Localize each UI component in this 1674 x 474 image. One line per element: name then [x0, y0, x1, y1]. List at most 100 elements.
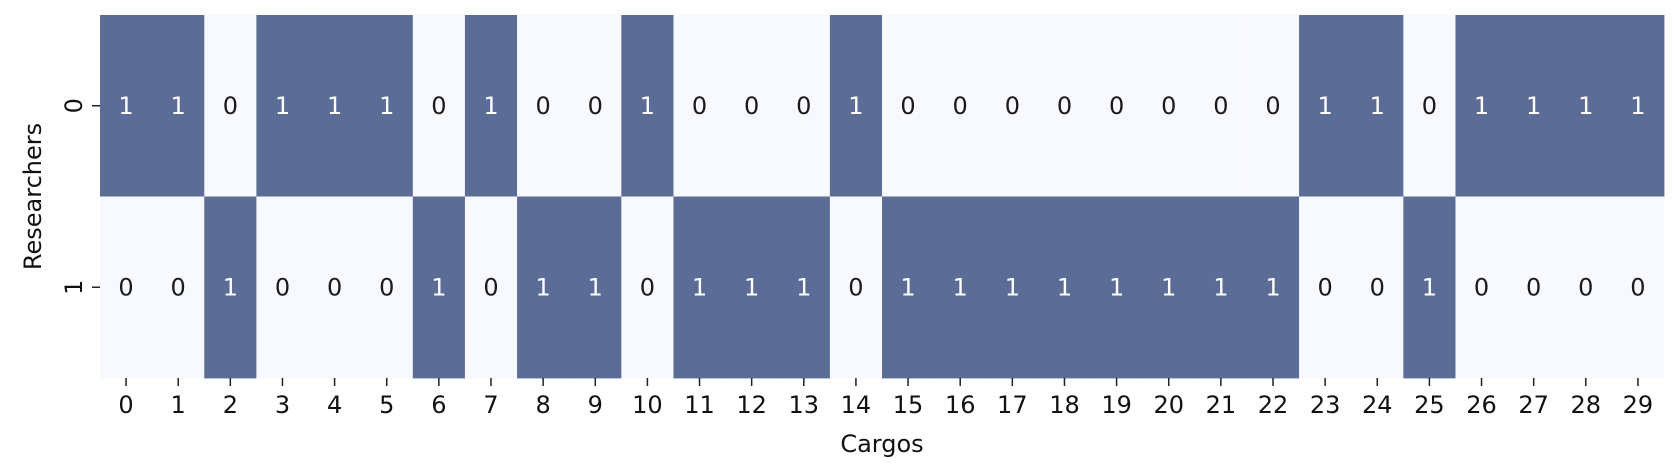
cell-value-label: 1 [953, 273, 968, 301]
heatmap-cell [1611, 15, 1665, 197]
cell-value-label: 1 [744, 273, 759, 301]
cell-value-label: 1 [1265, 273, 1280, 301]
heatmap-cell [1351, 15, 1404, 197]
heatmap-cell [1246, 15, 1300, 197]
cell-value-label: 1 [379, 92, 394, 120]
cell-value-label: 1 [1474, 92, 1489, 120]
heatmap-cell [1194, 15, 1248, 197]
heatmap-cell [412, 15, 466, 197]
heatmap-cell [1090, 15, 1144, 197]
x-tick-label: 13 [789, 391, 820, 419]
cell-value-label: 0 [171, 273, 186, 301]
x-tick-label: 1 [171, 391, 186, 419]
x-tick-label: 2 [223, 391, 238, 419]
y-tick-label: 0 [60, 98, 88, 113]
cell-value-label: 1 [1317, 92, 1332, 120]
heatmap-cell [934, 196, 987, 379]
heatmap-cell [204, 196, 257, 379]
cell-value-label: 0 [379, 273, 394, 301]
heatmap-cell [204, 15, 257, 197]
heatmap-cell [1299, 196, 1352, 379]
heatmap-cell [464, 15, 518, 197]
cell-value-label: 0 [588, 92, 603, 120]
cell-value-label: 0 [1317, 273, 1332, 301]
cell-value-label: 0 [1630, 273, 1645, 301]
x-tick-label: 16 [945, 391, 976, 419]
cell-value-label: 1 [1578, 92, 1593, 120]
x-tick-label: 22 [1258, 391, 1289, 419]
x-tick-label: 18 [1049, 391, 1080, 419]
x-tick-label: 21 [1206, 391, 1237, 419]
cell-value-label: 1 [640, 92, 655, 120]
heatmap-cells: 1 1 0 1 1 1 0 1 0 0 1 0 0 0 1 0 0 0 0 0 0 0 0 1 1 0 1 1 1 1 0 0 1 0 0 0 1 0 1 1… [100, 15, 1665, 379]
heatmap-cell [1038, 15, 1091, 197]
heatmap-cell [1403, 15, 1456, 197]
x-tick-label: 0 [118, 391, 133, 419]
cell-value-label: 0 [1265, 92, 1280, 120]
cell-value-label: 1 [1526, 92, 1541, 120]
cell-value-label: 1 [900, 273, 915, 301]
cell-value-label: 0 [953, 92, 968, 120]
cell-value-label: 0 [900, 92, 915, 120]
cell-value-label: 0 [535, 92, 550, 120]
cell-value-label: 1 [431, 273, 446, 301]
heatmap-cell [725, 196, 779, 379]
cell-value-label: 0 [275, 273, 290, 301]
cell-value-label: 0 [1005, 92, 1020, 120]
heatmap-cell [100, 196, 153, 379]
x-tick-label: 15 [893, 391, 924, 419]
x-axis: 0 1 2 3 4 5 6 7 8 9 10 11 12 13 14 15 16 17 18 19 20 21 22 23 24… [118, 378, 1653, 419]
x-tick-label: 10 [632, 391, 663, 419]
heatmap-cell [673, 196, 726, 379]
cell-value-label: 1 [1422, 273, 1437, 301]
heatmap-cell [1455, 196, 1508, 379]
cell-value-label: 0 [1578, 273, 1593, 301]
cell-value-label: 0 [1109, 92, 1124, 120]
heatmap-cell [100, 15, 153, 197]
heatmap-cell [1194, 196, 1248, 379]
cell-value-label: 1 [1005, 273, 1020, 301]
heatmap-cell [256, 196, 309, 379]
cell-value-label: 1 [223, 273, 238, 301]
x-tick-label: 3 [275, 391, 290, 419]
heatmap-cell [517, 15, 570, 197]
heatmap-cell [1559, 196, 1613, 379]
cell-value-label: 0 [1057, 92, 1072, 120]
heatmap-cell [829, 15, 883, 197]
cell-value-label: 1 [1109, 273, 1124, 301]
cell-value-label: 1 [327, 92, 342, 120]
heatmap-cell [1351, 196, 1404, 379]
y-tick-label: 1 [60, 280, 88, 295]
cell-value-label: 0 [431, 92, 446, 120]
heatmap-cell [725, 15, 779, 197]
cell-value-label: 0 [1474, 273, 1489, 301]
heatmap-cell [1507, 196, 1561, 379]
cell-value-label: 1 [171, 92, 186, 120]
cell-value-label: 1 [483, 92, 498, 120]
heatmap-cell [986, 196, 1039, 379]
heatmap-cell [1038, 196, 1091, 379]
x-tick-label: 4 [327, 391, 342, 419]
cell-value-label: 1 [588, 273, 603, 301]
heatmap-cell [986, 15, 1039, 197]
heatmap-cell [360, 15, 414, 197]
cell-value-label: 0 [327, 273, 342, 301]
x-tick-label: 29 [1623, 391, 1654, 419]
cell-value-label: 0 [848, 273, 863, 301]
cell-value-label: 0 [692, 92, 707, 120]
heatmap-cell [1142, 15, 1196, 197]
x-tick-label: 20 [1153, 391, 1184, 419]
heatmap-cell [673, 15, 726, 197]
cell-value-label: 1 [535, 273, 550, 301]
x-tick-label: 26 [1466, 391, 1497, 419]
heatmap-cell [934, 15, 987, 197]
cell-value-label: 1 [796, 273, 811, 301]
cell-value-label: 1 [118, 92, 133, 120]
cell-value-label: 0 [1161, 92, 1176, 120]
heatmap-cell [829, 196, 883, 379]
x-tick-label: 9 [588, 391, 603, 419]
x-tick-label: 11 [684, 391, 715, 419]
heatmap-cell [412, 196, 466, 379]
x-tick-label: 14 [841, 391, 872, 419]
